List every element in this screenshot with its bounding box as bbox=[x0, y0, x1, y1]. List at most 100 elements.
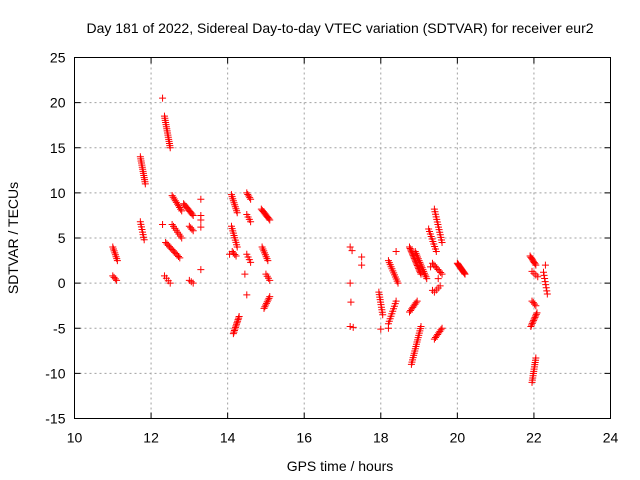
data-point bbox=[176, 254, 184, 262]
data-point bbox=[411, 248, 419, 256]
data-point bbox=[421, 271, 429, 279]
x-tick-label: 24 bbox=[603, 430, 619, 446]
data-point bbox=[423, 275, 431, 283]
y-axis-ticks: -15 -10 -5 0 5 10 15 20 25 bbox=[45, 50, 611, 427]
data-point bbox=[113, 276, 121, 284]
data-point bbox=[542, 284, 550, 292]
data-point bbox=[264, 296, 272, 304]
data-point bbox=[413, 297, 421, 305]
data-point bbox=[233, 319, 241, 327]
data-point bbox=[113, 257, 121, 265]
y-tick-label: -5 bbox=[53, 320, 66, 336]
data-point bbox=[178, 207, 186, 215]
data-point bbox=[437, 326, 445, 334]
data-point bbox=[532, 271, 540, 279]
data-point bbox=[412, 249, 420, 257]
data-point bbox=[358, 253, 366, 261]
data-point bbox=[231, 325, 239, 333]
data-point bbox=[159, 220, 167, 228]
data-point bbox=[418, 264, 426, 272]
data-point bbox=[543, 287, 551, 295]
y-tick-label: 20 bbox=[50, 95, 66, 111]
data-point bbox=[408, 249, 416, 257]
data-point bbox=[531, 313, 539, 321]
data-point bbox=[392, 297, 400, 305]
data-point bbox=[422, 273, 430, 281]
y-tick-label: -10 bbox=[45, 365, 65, 381]
data-point bbox=[235, 314, 243, 322]
data-point bbox=[531, 300, 539, 308]
data-point bbox=[414, 253, 422, 261]
data-point bbox=[542, 281, 550, 289]
y-tick-label: -15 bbox=[45, 411, 65, 427]
data-point bbox=[528, 321, 536, 329]
x-tick-label: 20 bbox=[450, 430, 466, 446]
data-point bbox=[530, 315, 538, 323]
data-point bbox=[233, 320, 241, 328]
data-point bbox=[247, 218, 255, 226]
y-tick-label: 10 bbox=[50, 185, 66, 201]
x-tick-label: 18 bbox=[373, 430, 389, 446]
data-point bbox=[233, 243, 241, 251]
data-point bbox=[379, 311, 387, 319]
data-point bbox=[229, 330, 237, 338]
y-axis-label: SDTVAR / TECUs bbox=[5, 182, 21, 294]
data-point bbox=[178, 234, 186, 242]
data-point bbox=[177, 205, 185, 213]
data-point bbox=[531, 260, 539, 268]
data-point bbox=[438, 239, 446, 247]
data-point bbox=[348, 247, 356, 255]
y-tick-label: 5 bbox=[58, 230, 66, 246]
grid-lines bbox=[74, 57, 611, 419]
data-point bbox=[247, 195, 255, 203]
data-point bbox=[230, 327, 238, 335]
data-point bbox=[159, 94, 167, 102]
data-point bbox=[235, 313, 243, 321]
data-point bbox=[197, 195, 205, 203]
data-point bbox=[432, 248, 440, 256]
data-point bbox=[246, 194, 254, 202]
data-point bbox=[346, 243, 354, 251]
data-point bbox=[436, 282, 444, 290]
data-point bbox=[540, 271, 548, 279]
data-point bbox=[266, 216, 274, 224]
data-point bbox=[232, 322, 240, 330]
data-point bbox=[358, 261, 366, 269]
data-point bbox=[233, 209, 241, 217]
data-point bbox=[260, 304, 268, 312]
data-point bbox=[187, 278, 195, 286]
data-point bbox=[419, 266, 427, 274]
data-point bbox=[189, 227, 197, 235]
data-point bbox=[262, 301, 270, 309]
data-point bbox=[174, 252, 182, 260]
x-axis-ticks: 10 12 14 16 18 20 22 24 bbox=[67, 57, 619, 446]
data-point bbox=[111, 275, 119, 283]
y-tick-label: 0 bbox=[58, 275, 66, 291]
data-point bbox=[241, 270, 249, 278]
data-points bbox=[109, 94, 551, 386]
data-point bbox=[541, 274, 549, 282]
data-point bbox=[532, 310, 540, 318]
data-point bbox=[541, 261, 549, 269]
data-point bbox=[266, 276, 274, 284]
data-point bbox=[243, 291, 251, 299]
data-point bbox=[231, 323, 239, 331]
data-point bbox=[528, 319, 536, 327]
data-point bbox=[234, 317, 242, 325]
data-point bbox=[261, 303, 269, 311]
data-point bbox=[140, 236, 148, 244]
data-point bbox=[234, 316, 242, 324]
data-point bbox=[406, 243, 413, 251]
data-point bbox=[377, 325, 385, 333]
data-point bbox=[437, 269, 445, 277]
data-point bbox=[247, 258, 255, 266]
data-point bbox=[384, 324, 392, 332]
x-tick-label: 10 bbox=[67, 430, 83, 446]
data-point bbox=[262, 299, 270, 307]
data-point bbox=[420, 267, 428, 275]
chart-title: Day 181 of 2022, Sidereal Day-to-day VTE… bbox=[86, 20, 593, 36]
data-point bbox=[541, 278, 549, 286]
data-point bbox=[528, 267, 536, 275]
data-point bbox=[232, 252, 240, 260]
data-point bbox=[438, 270, 446, 278]
